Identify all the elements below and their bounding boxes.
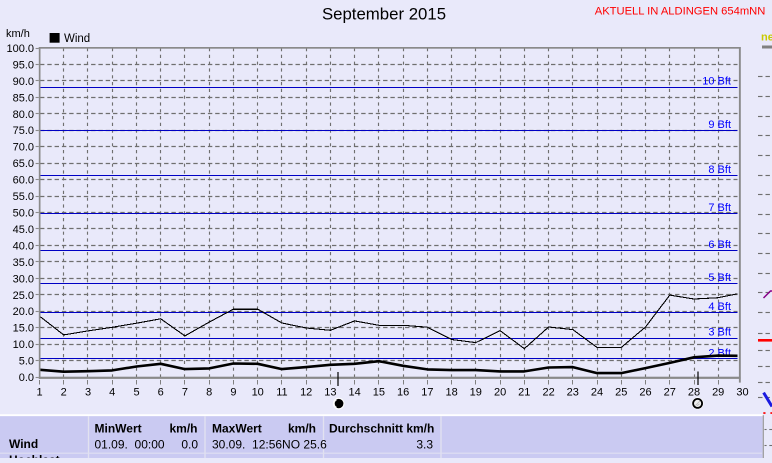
svg-text:3 Bft: 3 Bft (708, 327, 731, 339)
svg-text:24: 24 (591, 387, 603, 399)
svg-text:Wind: Wind (64, 33, 90, 45)
svg-text:50.0: 50.0 (13, 208, 34, 220)
svg-text:15: 15 (373, 387, 385, 399)
svg-text:21: 21 (518, 387, 530, 399)
svg-text:10.0: 10.0 (13, 339, 34, 351)
svg-text:MaxWert: MaxWert (212, 422, 262, 436)
svg-text:35.0: 35.0 (13, 257, 34, 269)
svg-text:6: 6 (158, 387, 164, 399)
svg-text:3: 3 (85, 387, 91, 399)
svg-text:28: 28 (688, 387, 700, 399)
svg-text:7: 7 (182, 387, 188, 399)
svg-text:Wind: Wind (9, 437, 38, 451)
svg-text:27: 27 (664, 387, 676, 399)
svg-text:14: 14 (348, 387, 360, 399)
svg-text:10: 10 (252, 387, 264, 399)
svg-text:17: 17 (421, 387, 433, 399)
svg-text:4: 4 (109, 387, 115, 399)
svg-text:3.3: 3.3 (416, 437, 433, 451)
svg-text:23: 23 (567, 387, 579, 399)
svg-text:13: 13 (324, 387, 336, 399)
svg-text:55.0: 55.0 (13, 191, 34, 203)
svg-text:01.09. 00:00: 01.09. 00:00 (95, 437, 165, 451)
svg-text:0.0: 0.0 (19, 372, 34, 384)
svg-text:100.0: 100.0 (6, 43, 34, 55)
svg-text:30: 30 (736, 387, 748, 399)
svg-text:10 Bft: 10 Bft (702, 76, 731, 88)
svg-text:km/h: km/h (6, 28, 30, 40)
svg-text:90.0: 90.0 (13, 76, 34, 88)
svg-text:MinWert: MinWert (95, 422, 142, 436)
svg-text:6 Bft: 6 Bft (708, 239, 731, 251)
svg-text:65.0: 65.0 (13, 158, 34, 170)
svg-text:80.0: 80.0 (13, 109, 34, 121)
svg-text:km/h: km/h (288, 422, 316, 436)
svg-text:11: 11 (276, 387, 287, 399)
svg-text:4 Bft: 4 Bft (708, 301, 731, 313)
svg-text:9: 9 (230, 387, 236, 399)
svg-text:neu: neu (761, 32, 772, 44)
svg-text:60.0: 60.0 (13, 175, 34, 187)
svg-text:5.0: 5.0 (19, 356, 34, 368)
svg-text:1: 1 (36, 387, 42, 399)
svg-text:AKTUELL IN ALDINGEN 654mNN: AKTUELL IN ALDINGEN 654mNN (595, 5, 766, 17)
svg-text:16: 16 (397, 387, 409, 399)
svg-text:25.0: 25.0 (13, 290, 34, 302)
svg-text:95.0: 95.0 (13, 59, 34, 71)
svg-text:0.0: 0.0 (181, 437, 198, 451)
svg-text:40.0: 40.0 (13, 240, 34, 252)
svg-text:30.09. 12:56NO 25.6: 30.09. 12:56NO 25.6 (212, 437, 327, 451)
svg-text:8 Bft: 8 Bft (708, 164, 731, 176)
svg-text:Hochlast: Hochlast (9, 453, 60, 458)
svg-text:20.0: 20.0 (13, 306, 34, 318)
svg-text:8: 8 (206, 387, 212, 399)
svg-text:30.0: 30.0 (13, 273, 34, 285)
svg-text:20: 20 (494, 387, 506, 399)
svg-text:85.0: 85.0 (13, 92, 34, 104)
svg-text:12: 12 (300, 387, 312, 399)
svg-text:19: 19 (470, 387, 482, 399)
svg-text:7 Bft: 7 Bft (708, 202, 731, 214)
svg-text:5 Bft: 5 Bft (708, 272, 731, 284)
svg-text:25: 25 (615, 387, 627, 399)
svg-text:26: 26 (639, 387, 651, 399)
svg-text:75.0: 75.0 (13, 125, 34, 137)
svg-text:Durchschnitt km/h: Durchschnitt km/h (329, 422, 434, 436)
svg-text:15.0: 15.0 (13, 323, 34, 335)
svg-text:45.0: 45.0 (13, 224, 34, 236)
svg-text:9 Bft: 9 Bft (708, 119, 731, 131)
svg-text:2 Bft: 2 Bft (708, 347, 731, 359)
svg-text:2: 2 (61, 387, 67, 399)
svg-text:18: 18 (445, 387, 457, 399)
svg-text:km/h: km/h (169, 422, 197, 436)
svg-text:22: 22 (542, 387, 554, 399)
svg-text:70.0: 70.0 (13, 142, 34, 154)
svg-text:5: 5 (133, 387, 139, 399)
svg-text:September 2015: September 2015 (322, 4, 446, 23)
svg-text:29: 29 (712, 387, 724, 399)
